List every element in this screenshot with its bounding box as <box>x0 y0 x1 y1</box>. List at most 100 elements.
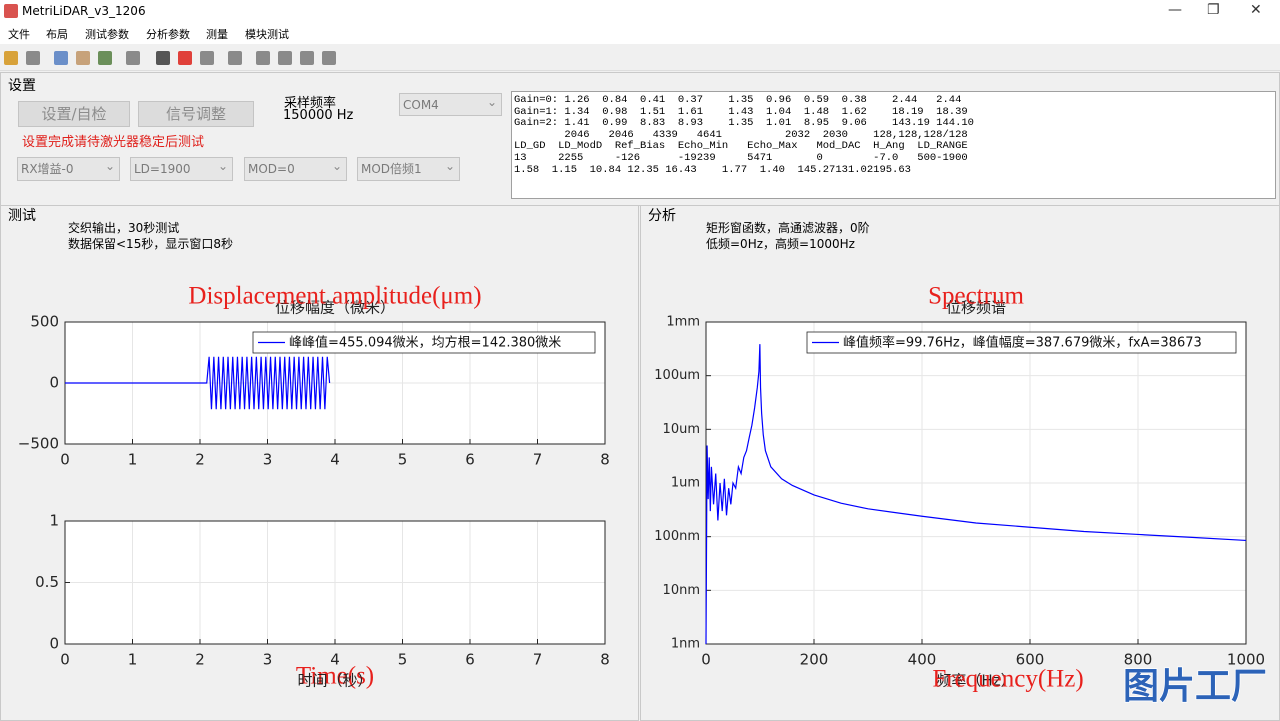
dropdown[interactable]: LD=1900 <box>130 155 233 181</box>
legend-box <box>252 331 596 354</box>
x-tick-label: 5 <box>398 651 408 669</box>
x-tick-label: 5 <box>398 451 408 469</box>
x-tick-label: 3 <box>263 451 273 469</box>
menu-item[interactable]: 测量 <box>206 28 228 41</box>
x-tick-label: 6 <box>465 651 475 669</box>
title-bar: MetriLiDAR_v3_1206 — ❐ ✕ <box>0 0 1280 22</box>
pause-button[interactable] <box>200 51 214 65</box>
play-button[interactable] <box>156 51 170 65</box>
cursor-button[interactable] <box>98 51 112 65</box>
save-button[interactable] <box>26 51 40 65</box>
y-tick-label: 10nm <box>663 583 700 598</box>
watermark: 图片工厂 <box>1123 666 1267 707</box>
button[interactable]: 信号调整 <box>138 101 254 127</box>
tool-button[interactable] <box>256 51 270 65</box>
x-tick-label: 0 <box>60 651 70 669</box>
x-tick-label: 800 <box>1124 651 1153 669</box>
y-tick-label: 100nm <box>654 529 700 544</box>
y-tick-label: 1 <box>49 512 59 530</box>
menu-item[interactable]: 文件 <box>8 28 30 41</box>
print-button[interactable] <box>126 51 140 65</box>
x-tick-label: 1000 <box>1227 651 1265 669</box>
legend-box <box>806 331 1237 354</box>
x-tick-label: 1 <box>128 651 138 669</box>
maximize-button[interactable]: ❐ <box>1207 2 1220 18</box>
sample-rate: 150000 Hz <box>283 108 354 123</box>
y-tick-label: 500 <box>30 313 59 331</box>
panel-title: 设置 <box>8 78 36 94</box>
x-axis-label: 频率（Hz） <box>936 672 1015 690</box>
annotation: Displacement amplitude(μm) <box>188 283 481 310</box>
x-tick-label: 600 <box>1016 651 1045 669</box>
x-axis-label: 时间（秒） <box>297 672 372 690</box>
annotation: Frequency(Hz) <box>932 666 1083 693</box>
data-line <box>65 356 331 410</box>
y-tick-label: 0.5 <box>35 573 59 591</box>
minimize-button[interactable]: — <box>1168 2 1182 18</box>
y-tick-label: 10um <box>663 422 700 437</box>
tool-button[interactable] <box>228 51 242 65</box>
button[interactable]: 设置/自检 <box>18 101 130 127</box>
tool-button[interactable] <box>300 51 314 65</box>
y-tick-label: 1um <box>671 476 700 491</box>
x-tick-label: 0 <box>60 451 70 469</box>
chart-title: 位移幅度（微米） <box>275 299 395 317</box>
pan-button[interactable] <box>76 51 90 65</box>
panel-title: 分析 <box>648 208 676 224</box>
x-tick-label: 200 <box>800 651 829 669</box>
log-line: Gain=2: 1.41 0.99 8.83 8.93 1.35 1.01 8.… <box>514 117 974 130</box>
toolbar <box>0 46 1280 71</box>
x-tick-label: 1 <box>128 451 138 469</box>
y-tick-label: 0 <box>49 635 59 653</box>
stop-button[interactable] <box>178 51 192 65</box>
x-tick-label: 7 <box>533 451 543 469</box>
window-title: MetriLiDAR_v3_1206 <box>22 4 146 18</box>
chart-title: 位移频谱 <box>946 299 1006 317</box>
log-line: LD_GD LD_ModD Ref_Bias Echo_Min Echo_Max… <box>514 140 968 153</box>
annotation: Spectrum <box>928 283 1024 310</box>
warning-text: 设置完成请待激光器稳定后测试 <box>22 135 205 150</box>
dropdown[interactable]: MOD倍频1 <box>357 155 460 181</box>
log-line: Gain=0: 1.26 0.84 0.41 0.37 1.35 0.96 0.… <box>514 94 962 106</box>
app-icon <box>4 4 18 18</box>
info-text: 数据保留<15秒，显示窗口8秒 <box>68 237 233 251</box>
data-line <box>705 344 1247 645</box>
axes-box <box>705 321 1247 645</box>
dropdown[interactable]: MOD=0 <box>244 155 347 181</box>
y-tick-label: 1mm <box>666 315 700 330</box>
menu-item[interactable]: 测试参数 <box>85 28 129 41</box>
info-text: 矩形窗函数，高通滤波器，0阶 <box>706 221 870 235</box>
legend-label: 峰值频率=99.76Hz，峰值幅度=387.679微米，fxA=38673 <box>843 335 1202 351</box>
zoom-button[interactable] <box>54 51 68 65</box>
menu-item[interactable]: 布局 <box>46 28 68 41</box>
dropdown[interactable]: COM4 <box>399 91 502 116</box>
x-tick-label: 2 <box>195 451 205 469</box>
x-tick-label: 0 <box>701 651 711 669</box>
dropdown[interactable]: RX增益-0 <box>17 155 120 181</box>
log-line: 13 2255 -126 -19239 5471 0 -7.0 500-1900 <box>514 151 968 164</box>
x-tick-label: 8 <box>600 651 610 669</box>
x-tick-label: 2 <box>195 651 205 669</box>
x-tick-label: 7 <box>533 651 543 669</box>
y-tick-label: 0 <box>49 374 59 392</box>
annotation: Time(s) <box>296 663 374 690</box>
tool-button[interactable] <box>278 51 292 65</box>
x-tick-label: 6 <box>465 451 475 469</box>
log-line: Gain=1: 1.34 0.98 1.51 1.61 1.43 1.04 1.… <box>514 105 968 118</box>
open-button[interactable] <box>4 51 18 65</box>
x-tick-label: 4 <box>330 451 340 469</box>
y-tick-label: 100um <box>654 368 700 383</box>
menu-bar: 文件 布局 测试参数 分析参数 测量 模块测试 <box>0 22 1280 44</box>
x-tick-label: 4 <box>330 651 340 669</box>
y-tick-label: −500 <box>18 435 59 453</box>
menu-item[interactable]: 模块测试 <box>245 28 289 41</box>
close-button[interactable]: ✕ <box>1250 2 1262 18</box>
y-tick-label: 1nm <box>671 637 700 652</box>
axes-box <box>64 520 606 645</box>
panel-title: 测试 <box>8 208 36 224</box>
menu-item[interactable]: 分析参数 <box>146 28 190 41</box>
x-tick-label: 400 <box>908 651 937 669</box>
tool-button[interactable] <box>322 51 336 65</box>
